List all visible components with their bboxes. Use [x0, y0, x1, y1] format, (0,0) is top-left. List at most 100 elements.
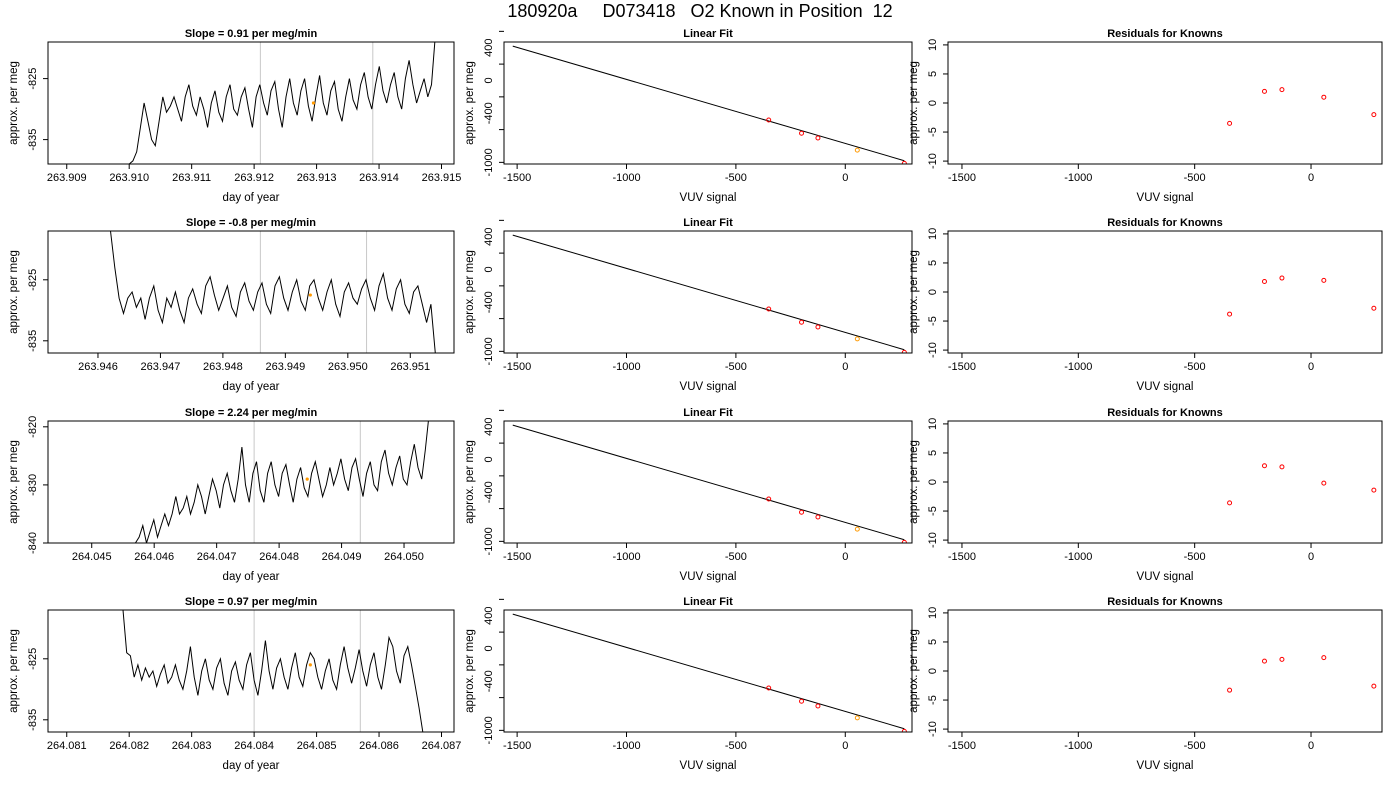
x-tick-label: 263.910: [109, 172, 149, 184]
x-axis-label: VUV signal: [680, 192, 737, 204]
known-point: [901, 728, 907, 732]
plot-frame: [503, 41, 913, 165]
y-tick-label: -1000: [483, 337, 495, 365]
y-tick-label: 5: [927, 260, 939, 266]
y-tick-label: -5: [927, 316, 939, 326]
x-tick-label: 263.912: [234, 172, 274, 184]
x-axis-label: VUV signal: [680, 571, 737, 583]
panel-title: Slope = -0.8 per meg/min: [186, 217, 316, 229]
plot-frame: [947, 420, 1383, 544]
known-point: [799, 698, 805, 704]
x-tick-label: 264.047: [197, 551, 237, 563]
plot-frame: [947, 609, 1383, 733]
x-tick-label: 264.048: [259, 551, 299, 563]
y-axis-label: approx. per meg: [8, 61, 20, 145]
x-axis-label: VUV signal: [1137, 571, 1194, 583]
x-tick-label: -1500: [948, 361, 976, 373]
fit-line: [512, 45, 905, 162]
plot-frame: [47, 609, 455, 733]
plot-frame: [947, 230, 1383, 354]
y-tick-label: -10: [927, 532, 939, 548]
known-point: [1261, 658, 1267, 664]
sample-point: [854, 147, 860, 153]
y-tick-label: -820: [27, 416, 39, 438]
x-tick-label: 264.046: [134, 551, 174, 563]
panel-title: Slope = 2.24 per meg/min: [185, 407, 318, 419]
x-tick-label: 263.915: [422, 172, 462, 184]
panel-1-2: [512, 45, 907, 164]
axes-3-1: Slope = 2.24 per meg/min 264.045 264.046 26…: [8, 407, 455, 583]
known-point: [815, 324, 821, 330]
x-tick-label: -500: [1184, 551, 1206, 563]
y-tick-label: 5: [927, 71, 939, 77]
panel-3-1: ·: [134, 421, 429, 543]
sample-point: [854, 526, 860, 532]
x-axis-label: VUV signal: [1137, 381, 1194, 393]
x-tick-label: 263.949: [265, 361, 305, 373]
y-tick-label: -835: [27, 709, 39, 731]
x-tick-label: 264.081: [47, 740, 87, 752]
x-tick-label: -1500: [503, 551, 531, 563]
axes-2-3: Residuals for Knowns -1500 -1000 -500 0 -10 -5…: [908, 217, 1383, 393]
plot-frame: [47, 420, 455, 544]
axes-2-2: Linear Fit -1500 -1000 -500 0 -1000 -400 0 400 VU…: [464, 217, 913, 393]
known-point: [901, 349, 907, 353]
figure-title: 180920a D073418 O2 Known in Position 12: [507, 1, 893, 21]
panel-title: Linear Fit: [683, 407, 733, 419]
x-tick-label: -1000: [612, 172, 640, 184]
y-tick-label: -830: [27, 474, 39, 496]
y-tick-label: 400: [483, 607, 495, 625]
known-point: [766, 117, 772, 123]
x-tick-label: -1500: [503, 172, 531, 184]
plot-frame: [947, 41, 1383, 165]
y-axis-label: approx. per meg: [908, 61, 920, 145]
y-tick-label: 0: [927, 100, 939, 106]
x-tick-label: 0: [1308, 361, 1314, 373]
panel-title: Residuals for Knowns: [1107, 28, 1223, 40]
axes-2-1: Slope = -0.8 per meg/min 263.946 263.947 26…: [8, 217, 455, 393]
x-tick-label: 263.947: [141, 361, 181, 373]
panel-title: Residuals for Knowns: [1107, 217, 1223, 229]
y-axis-label: approx. per meg: [8, 440, 20, 524]
x-tick-label: 264.087: [422, 740, 462, 752]
known-point: [766, 685, 772, 691]
axes-4-3: Residuals for Knowns -1500 -1000 -500 0 -10 -5…: [908, 596, 1383, 772]
y-tick-label: 10: [927, 228, 939, 240]
x-tick-label: 0: [842, 361, 848, 373]
plot-frame: [47, 230, 455, 354]
known-point: [1227, 120, 1233, 126]
y-axis-label: approx. per meg: [464, 440, 476, 524]
y-tick-label: 400: [483, 228, 495, 246]
x-axis-label: day of year: [223, 192, 280, 204]
x-tick-label: 263.948: [203, 361, 243, 373]
y-tick-label: -1000: [483, 716, 495, 744]
x-tick-label: 264.045: [72, 551, 112, 563]
y-tick-label: 0: [483, 266, 495, 272]
panel-3-3: [1227, 463, 1377, 506]
y-tick-label: 0: [483, 77, 495, 83]
y-tick-label: 0: [927, 668, 939, 674]
known-point: [1261, 88, 1267, 94]
panel-3-2: [512, 424, 907, 543]
known-point: [1321, 655, 1327, 661]
y-tick-label: -5: [927, 506, 939, 516]
x-axis-label: VUV signal: [680, 760, 737, 772]
y-axis-label: approx. per meg: [464, 250, 476, 334]
axes-1-1: Slope = 0.91 per meg/min 263.909 263.910 26…: [8, 28, 461, 204]
y-tick-label: 5: [927, 639, 939, 645]
sample-point: [311, 101, 316, 105]
known-point: [1279, 656, 1285, 662]
axes-3-2: Linear Fit -1500 -1000 -500 0 -1000 -400 0 400 VU…: [464, 407, 913, 583]
axes-4-2: Linear Fit -1500 -1000 -500 0 -1000 -400 0 400 VU…: [464, 596, 913, 772]
y-tick-label: -1000: [483, 527, 495, 555]
x-tick-label: 263.911: [172, 172, 211, 184]
x-tick-label: -1000: [612, 361, 640, 373]
x-tick-label: 0: [1308, 172, 1314, 184]
y-axis-label: approx. per meg: [8, 250, 20, 334]
panel-4-2: [512, 613, 907, 732]
y-tick-label: 0: [483, 456, 495, 462]
x-tick-label: 263.914: [359, 172, 399, 184]
x-tick-label: -500: [1184, 172, 1206, 184]
x-axis-label: day of year: [223, 571, 280, 583]
x-tick-label: 264.083: [172, 740, 212, 752]
